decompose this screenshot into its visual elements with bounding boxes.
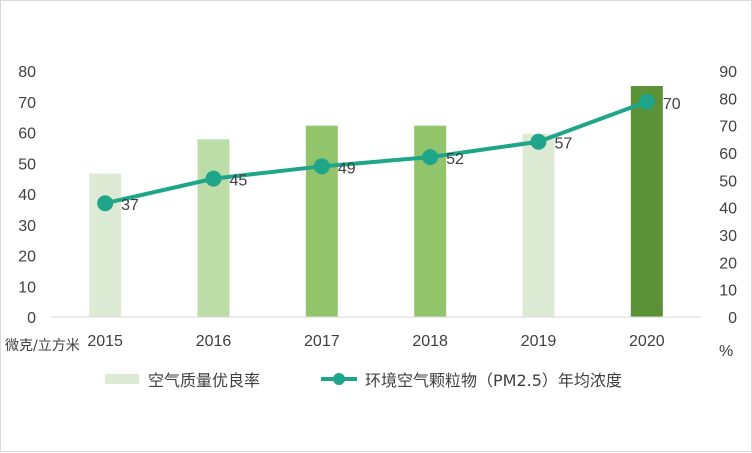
bar-2016 <box>197 139 230 317</box>
left-tick-label: 40 <box>18 187 36 204</box>
pm25-data-label: 45 <box>230 173 248 190</box>
left-tick-label: 20 <box>18 249 36 266</box>
left-tick-label: 30 <box>18 218 36 235</box>
left-tick-label: 80 <box>18 64 36 81</box>
pm25-data-label: 57 <box>555 136 573 153</box>
left-tick-label: 0 <box>27 310 36 327</box>
line-series <box>97 93 655 212</box>
pm25-marker-2016 <box>205 170 222 187</box>
right-tick-label: 60 <box>719 146 737 163</box>
left-axis-unit: 微克/立方米 <box>5 338 80 354</box>
left-axis-ticks: 0 10 20 30 40 50 60 70 80 <box>18 64 36 327</box>
pm25-marker-2018 <box>422 149 439 166</box>
pm25-data-label: 37 <box>121 197 139 214</box>
left-tick-label: 10 <box>18 279 36 296</box>
right-tick-label: 90 <box>719 64 737 81</box>
data-labels: 37 45 49 52 57 70 <box>121 96 681 214</box>
bar-series <box>89 86 663 318</box>
pm25-data-label: 49 <box>338 160 356 177</box>
right-tick-label: 80 <box>719 91 737 108</box>
legend: 空气质量优良率 环境空气颗粒物（PM2.5）年均浓度 <box>105 371 622 390</box>
x-tick-label: 2019 <box>521 333 557 350</box>
legend-line-label: 环境空气颗粒物（PM2.5）年均浓度 <box>365 371 622 390</box>
bar-2019 <box>522 133 555 317</box>
pm25-marker-2019 <box>530 133 547 150</box>
left-tick-label: 70 <box>18 95 36 112</box>
legend-line-marker <box>333 373 345 385</box>
pm25-marker-2015 <box>97 195 114 212</box>
bar-2017 <box>305 125 338 318</box>
right-tick-label: 10 <box>719 283 737 300</box>
x-axis-ticks: 2015 2016 2017 2018 2019 2020 <box>87 333 664 350</box>
pm25-marker-2017 <box>313 158 330 175</box>
right-axis-ticks: 0 10 20 30 40 50 60 70 80 90 <box>719 64 737 327</box>
left-tick-label: 60 <box>18 126 36 143</box>
bar-2015 <box>89 173 122 317</box>
x-tick-label: 2018 <box>412 333 448 350</box>
legend-bar-swatch <box>105 374 139 384</box>
pm25-data-label: 52 <box>446 151 464 168</box>
x-tick-label: 2020 <box>629 333 665 350</box>
right-tick-label: 0 <box>728 310 737 327</box>
right-tick-label: 20 <box>719 255 737 272</box>
legend-bar-label: 空气质量优良率 <box>148 371 260 390</box>
pm25-line <box>104 99 648 206</box>
right-tick-label: 50 <box>719 173 737 190</box>
left-tick-label: 50 <box>18 156 36 173</box>
pm25-marker-2020 <box>638 93 655 110</box>
x-tick-label: 2016 <box>196 333 232 350</box>
pm25-data-label: 70 <box>663 96 681 113</box>
x-tick-label: 2017 <box>304 333 340 350</box>
right-tick-label: 30 <box>719 228 737 245</box>
right-tick-label: 40 <box>719 201 737 218</box>
right-axis-unit: % <box>719 343 733 360</box>
right-tick-label: 70 <box>719 119 737 136</box>
bar-2020 <box>630 86 663 318</box>
x-tick-label: 2015 <box>87 333 123 350</box>
